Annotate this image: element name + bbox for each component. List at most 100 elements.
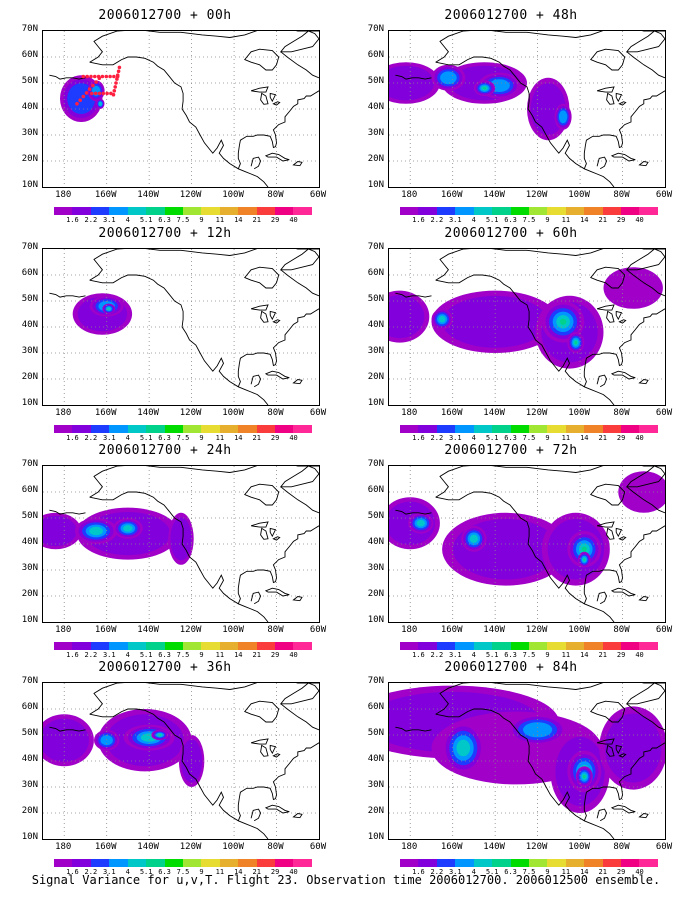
coastlines [395,31,665,187]
coastline [49,74,86,80]
colorbar-label: 11 [215,868,225,876]
colorbar-label: 7.5 [176,216,190,224]
colorbar-swatch [400,859,419,867]
colorbar-swatch [256,207,276,215]
colorbar-label: 5.1 [485,651,499,659]
coastline [237,308,319,387]
panel-title: 2006012700 + 48h [444,8,578,23]
y-tick-label: 70N [367,459,384,469]
coastline [89,683,319,715]
colorbar-swatch [473,207,493,215]
colorbar-label: 7.5 [176,868,190,876]
coastline [395,509,432,515]
colorbar-label: 4 [471,868,476,876]
x-tick-label: 160W [94,625,117,635]
colorbar-label: 4 [125,216,130,224]
y-tick-label: 50N [21,76,38,86]
dropsonde-point [117,65,122,70]
x-tick-label: 60W [655,190,673,200]
contour-level-3 [523,722,553,738]
colorbar-swatch [54,642,73,650]
great-lake [596,304,615,311]
colorbar-swatch [164,207,183,215]
variance-contours [43,709,205,787]
coastline [583,742,665,821]
colorbar-swatch [146,642,165,650]
colorbar-label: 3.1 [102,651,116,659]
great-lake [596,738,615,745]
x-tick-label: 120W [525,190,548,200]
x-tick-label: 80W [267,190,284,200]
map-svg [43,466,319,622]
coastline [292,596,303,602]
coastline [638,596,649,602]
map-plot-area [42,248,320,406]
x-tick-label: 140W [483,408,505,418]
colorbar-swatch [639,207,658,215]
colorbar-swatch [164,425,183,433]
dropsonde-point [93,74,97,79]
panel-title: 2006012700 + 84h [444,660,578,675]
colorbar-label: 7.5 [522,868,536,876]
coastline [626,486,665,514]
colorbar-swatch [639,425,658,433]
colorbar-label: 9 [545,216,550,224]
y-tick-label: 40N [21,102,38,112]
coastline [395,292,432,298]
colorbar-swatch [436,425,456,433]
contour-level-4 [456,739,471,757]
colorbar-swatch [293,642,312,650]
colorbar-label: 21 [252,868,261,876]
colorbar-label: 3.1 [102,868,116,876]
y-tick-label: 50N [21,728,38,738]
great-lake [606,310,615,323]
x-tick-label: 80W [267,625,284,635]
x-tick-label: 120W [525,408,548,418]
colorbar [54,425,312,433]
great-lake [269,92,277,103]
colorbar-swatch [90,425,110,433]
dropsonde-point [116,69,121,74]
panel-title: 2006012700 + 36h [98,660,232,675]
y-tick-label: 50N [367,728,384,738]
dropsonde-point [84,91,89,95]
x-tick-label: 80W [613,408,630,418]
x-tick-label: 180 [401,625,418,635]
colorbar-swatch [510,859,529,867]
great-lake [272,536,281,541]
coastline [279,31,319,53]
y-tick-label: 70N [21,24,38,34]
dropsonde-point [81,74,86,79]
y-tick-label: 70N [21,676,38,686]
x-tick-label: 180 [401,842,418,852]
colorbar-swatch [547,859,566,867]
coastline [589,48,626,71]
y-tick-label: 30N [367,563,384,573]
colorbar-swatch [238,207,257,215]
colorbar-label: 3.1 [448,868,462,876]
panel-title: 2006012700 + 72h [444,443,578,458]
colorbar-label: 2.2 [430,216,444,224]
x-tick-label: 180 [401,190,418,200]
contour-level-4 [89,526,103,536]
colorbar-swatch [455,642,474,650]
colorbar-label: 7.5 [176,651,190,659]
colorbar-swatch [602,425,622,433]
colorbar-label: 9 [545,651,550,659]
variance-contours [389,471,665,586]
colorbar-label: 29 [616,868,626,876]
colorbar-swatch [275,425,294,433]
map-plot-area [42,30,320,188]
colorbar-swatch [127,859,147,867]
great-lake [250,304,269,311]
colorbar-swatch [72,642,91,650]
y-tick-label: 70N [21,242,38,252]
x-tick-label: 100W [222,408,244,418]
map-svg [43,683,319,839]
dropsonde-point [91,83,95,88]
colorbar-swatch [473,859,493,867]
colorbar [400,425,658,433]
colorbar-swatch [146,425,165,433]
colorbar-swatch [528,642,548,650]
coastlines [49,683,319,839]
